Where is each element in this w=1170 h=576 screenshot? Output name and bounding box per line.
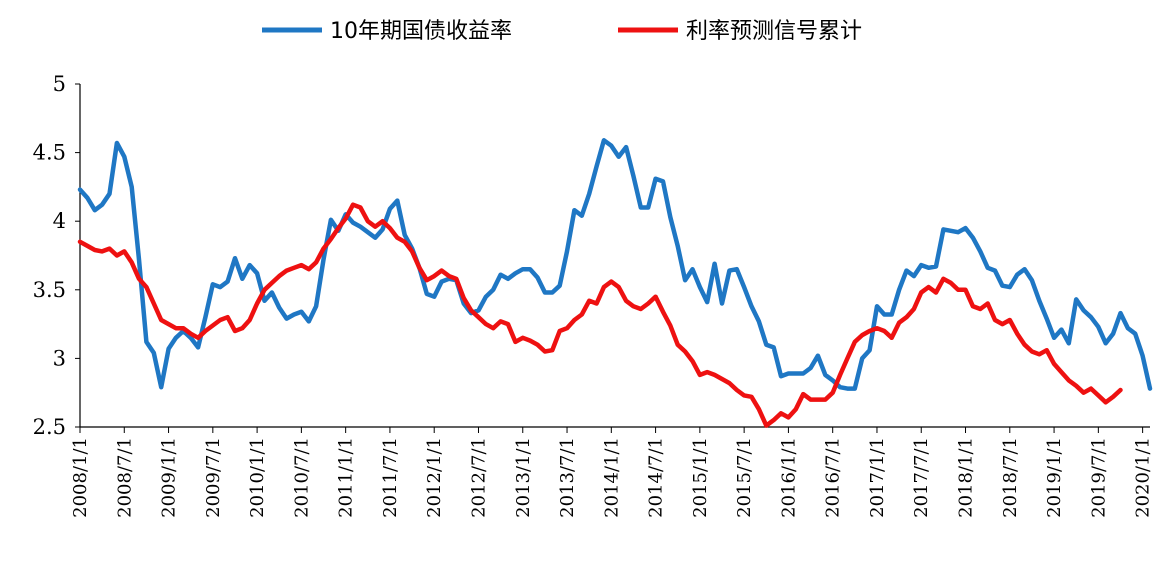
y-tick-label: 4.5 [33, 141, 66, 165]
x-tick-label: 2018/1/1 [956, 437, 977, 518]
series-line-signal [77, 202, 1123, 428]
x-tick-label: 2014/1/1 [601, 437, 622, 518]
x-tick-label: 2009/7/1 [203, 437, 224, 518]
x-tick-label: 2019/1/1 [1044, 437, 1065, 518]
x-tick-label: 2013/7/1 [557, 437, 578, 518]
x-tick-label: 2020/1/1 [1133, 437, 1154, 518]
x-tick-label: 2017/7/1 [911, 437, 932, 518]
x-tick-label: 2016/7/1 [823, 437, 844, 518]
y-tick-label: 5 [53, 72, 66, 96]
x-tick-label: 2011/1/1 [336, 437, 357, 518]
x-tick-label: 2008/1/1 [70, 437, 91, 518]
x-ticks: 2008/1/1 2008/7/1 2009/1/1 2009/7/1 2010/1/1… [70, 427, 1154, 518]
x-tick-label: 2017/1/1 [867, 437, 888, 518]
x-tick-label: 2012/1/1 [424, 437, 445, 518]
x-tick-label: 2019/7/1 [1088, 437, 1109, 518]
x-tick-label: 2013/1/1 [513, 437, 534, 518]
y-tick-label: 2.5 [33, 415, 66, 439]
legend-label-yield: 10年期国债收益率 [330, 19, 512, 44]
legend: 10年期国债收益率 利率预测信号累计 [262, 19, 862, 44]
x-tick-label: 2012/7/1 [468, 437, 489, 518]
series-lines [77, 138, 1153, 428]
x-tick-label: 2015/7/1 [734, 437, 755, 518]
axes [79, 84, 1150, 428]
x-tick-label: 2010/1/1 [247, 437, 268, 518]
x-tick-label: 2010/7/1 [291, 437, 312, 518]
x-tick-label: 2018/7/1 [1000, 437, 1021, 518]
x-tick-label: 2014/7/1 [646, 437, 667, 518]
x-tick-label: 2015/1/1 [690, 437, 711, 518]
y-tick-label: 4 [53, 209, 66, 233]
legend-label-signal: 利率预测信号累计 [686, 19, 862, 44]
y-tick-label: 3 [53, 346, 66, 370]
series-line-yield [77, 138, 1153, 391]
y-tick-label: 3.5 [33, 278, 66, 302]
y-ticks: 2.5 3 3.5 4 4.5 5 [33, 72, 80, 439]
x-tick-label: 2016/1/1 [778, 437, 799, 518]
x-tick-label: 2008/7/1 [114, 437, 135, 518]
x-tick-label: 2011/7/1 [380, 437, 401, 518]
x-tick-label: 2009/1/1 [159, 437, 180, 518]
